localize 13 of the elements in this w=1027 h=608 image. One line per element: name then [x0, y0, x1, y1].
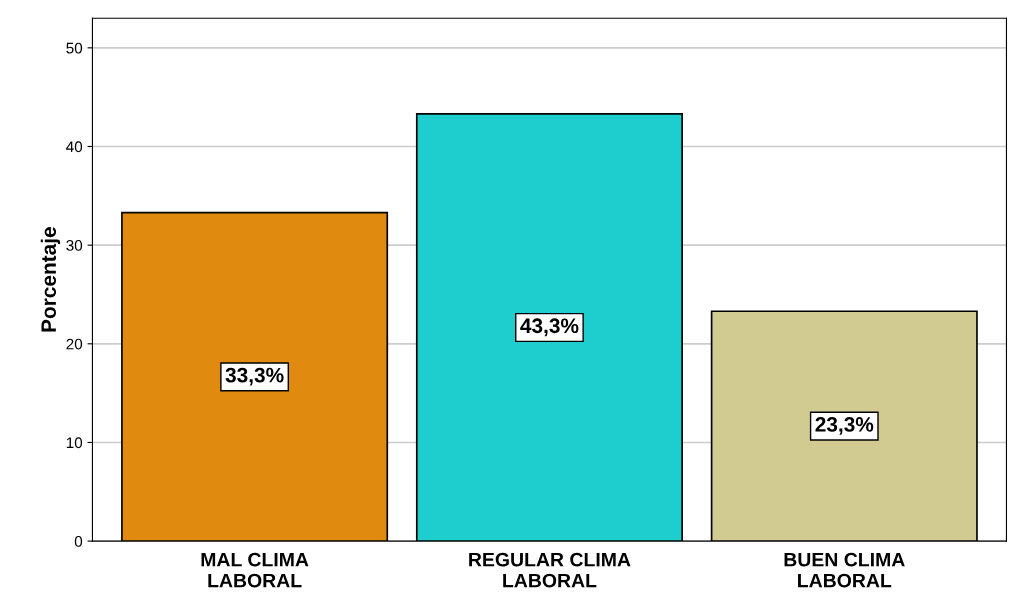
y-tick-label: 40: [66, 141, 83, 153]
y-tick-label: 50: [66, 42, 83, 54]
data-label: 33,3%: [225, 367, 284, 386]
y-tick-label: 20: [66, 338, 83, 350]
x-tick-label: MAL CLIMA LABORAL: [201, 552, 309, 588]
y-tick-label: 30: [66, 240, 83, 251]
data-label: 23,3%: [815, 417, 874, 435]
y-axis-title: Porcentaje: [40, 227, 61, 332]
y-tick-label: 0: [74, 535, 83, 547]
y-tick-label: 10: [66, 437, 83, 449]
data-label: 43,3%: [520, 318, 579, 337]
x-tick-label: BUEN CLIMA LABORAL: [784, 552, 905, 588]
x-tick-label: REGULAR CLIMA LABORAL: [469, 552, 631, 588]
